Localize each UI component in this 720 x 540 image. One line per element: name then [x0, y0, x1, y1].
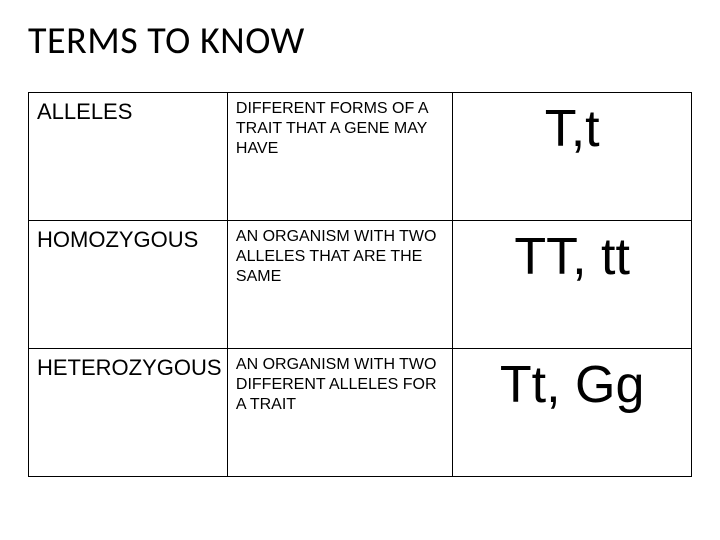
- example-cell: TT, tt: [453, 221, 692, 349]
- example-cell: T,t: [453, 93, 692, 221]
- definition-cell: DIFFERENT FORMS OF A TRAIT THAT A GENE M…: [227, 93, 452, 221]
- definition-cell: AN ORGANISM WITH TWO DIFFERENT ALLELES F…: [227, 349, 452, 477]
- table-row: ALLELES DIFFERENT FORMS OF A TRAIT THAT …: [29, 93, 692, 221]
- table-row: HETEROZYGOUS AN ORGANISM WITH TWO DIFFER…: [29, 349, 692, 477]
- definition-cell: AN ORGANISM WITH TWO ALLELES THAT ARE TH…: [227, 221, 452, 349]
- page-title: TERMS TO KNOW: [28, 18, 692, 64]
- term-cell: ALLELES: [29, 93, 228, 221]
- terms-table: ALLELES DIFFERENT FORMS OF A TRAIT THAT …: [28, 92, 692, 477]
- term-cell: HOMOZYGOUS: [29, 221, 228, 349]
- table-row: HOMOZYGOUS AN ORGANISM WITH TWO ALLELES …: [29, 221, 692, 349]
- term-cell: HETEROZYGOUS: [29, 349, 228, 477]
- example-cell: Tt, Gg: [453, 349, 692, 477]
